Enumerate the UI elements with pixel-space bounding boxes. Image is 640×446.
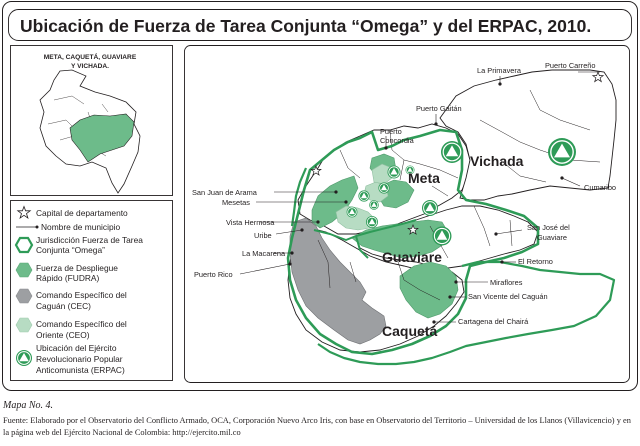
erpac-symbol-icon — [346, 206, 358, 218]
legend-label-omega-1: Jurisdicción Fuerza de Tarea — [36, 235, 143, 245]
erpac-symbol-icon — [358, 190, 370, 202]
municipality-label: El Retorno — [518, 257, 553, 266]
municipality-label: Cumaribo — [584, 183, 616, 192]
legend-label-erpac-1: Ubicación del Ejército — [36, 343, 117, 353]
legend-label-fudra-1: Fuerza de Despliegue — [36, 263, 118, 273]
legend: Capital de departamento Nombre de munici… — [14, 205, 143, 375]
capital-star-icon — [407, 224, 419, 235]
erpac-symbol-icon — [366, 216, 378, 228]
erpac-symbol-icon — [441, 141, 463, 163]
department-label-guaviare: Guaviare — [382, 249, 442, 265]
municipality-label: Cartagena del Chairá — [458, 317, 529, 326]
legend-label-cec-1: Comando Específico del — [36, 290, 127, 300]
municipality-boundaries — [317, 89, 601, 301]
legend-label-erpac-3: Anticomunista (ERPAC) — [36, 365, 125, 375]
source-note: Fuente: Elaborado por el Observatorio de… — [3, 416, 631, 437]
omega-jurisdiction-boundary — [286, 128, 540, 356]
fudra-region-caqueta-south — [399, 261, 459, 319]
department-label-caqueta: Caquetá — [382, 323, 437, 339]
omega-left-boundary — [290, 167, 308, 227]
municipality-label: Puerto Gaitán — [416, 104, 462, 113]
municipality-label: San Vicente del Caguán — [468, 292, 548, 301]
omega-outer-boundary — [317, 260, 616, 366]
cec-region — [289, 217, 387, 345]
cec-swatch-icon — [15, 288, 33, 304]
municipality-label: San Juan de Arama — [192, 188, 258, 197]
erpac-symbol-icon — [405, 165, 415, 175]
legend-label-omega-2: Conjunta “Omega” — [36, 245, 105, 255]
legend-label-erpac-2: Revolucionario Popular — [36, 354, 123, 364]
legend-label-fudra-2: Rápido (FUDRA) — [36, 273, 100, 283]
capital-star-icon — [310, 165, 322, 176]
map-title: Ubicación de Fuerza de Tarea Conjunta “O… — [20, 16, 591, 36]
municipality-label: San José del — [527, 223, 570, 232]
erpac-legend-icon — [16, 350, 32, 366]
municipality-label: La Macarena — [242, 249, 286, 258]
star-icon — [16, 205, 32, 219]
municipality-label: Mesetas — [222, 198, 250, 207]
legend-label-capital: Capital de departamento — [36, 208, 128, 218]
omega-inner-boundary — [313, 219, 417, 259]
erpac-symbol-icon — [548, 138, 576, 166]
legend-label-cec-2: Caguán (CEC) — [36, 301, 91, 311]
inset-highlight-region — [69, 113, 135, 163]
erpac-symbol-icon — [432, 226, 452, 246]
municipality-label: Guaviare — [537, 233, 567, 242]
legend-label-ceo-1: Comando Específico del — [36, 319, 127, 329]
municipality-label: Miraflores — [490, 278, 523, 287]
erpac-symbol-icon — [369, 200, 379, 210]
figure-caption: Mapa No. 4. Fuente: Elaborado por el Obs… — [3, 400, 637, 439]
inset-title-line2: Y VICHADA. — [71, 63, 109, 70]
title-bar — [8, 9, 632, 41]
municipality-label: Vista Hermosa — [226, 218, 275, 227]
department-label-meta: Meta — [408, 170, 440, 186]
legend-label-ceo-2: Oriente (CEO) — [36, 330, 90, 340]
capital-star-icon — [591, 71, 605, 83]
municipality-label: Puerto Rico — [194, 270, 233, 279]
department-label-vichada: Vichada — [470, 153, 524, 169]
ceo-swatch-icon — [15, 317, 33, 333]
municipality-dot-icon — [35, 225, 39, 229]
municipality-label: Uribe — [254, 231, 272, 240]
legend-box — [10, 200, 173, 381]
omega-jurisdiction-icon — [14, 236, 34, 254]
erpac-symbol-icon — [422, 200, 438, 216]
department-vichada — [439, 69, 617, 201]
erpac-symbol-icon — [378, 182, 390, 194]
municipality-label: La Primavera — [477, 66, 522, 75]
map-number-label: Mapa No. 4. — [3, 400, 53, 411]
inset-title-line1: META, CAQUETÁ, GUAVIARE — [44, 52, 137, 61]
fudra-swatch-icon — [15, 262, 33, 278]
erpac-symbol-icon — [387, 165, 401, 179]
municipality-label: Puerto — [380, 127, 402, 136]
main-map: Meta Vichada Guaviare Caquetá La Primave… — [192, 61, 617, 366]
municipality-leaders — [239, 71, 600, 324]
municipality-label: Puerto Carreño — [545, 61, 596, 70]
municipality-label: Concordia — [380, 136, 415, 145]
legend-label-municipality: Nombre de municipio — [41, 222, 120, 232]
